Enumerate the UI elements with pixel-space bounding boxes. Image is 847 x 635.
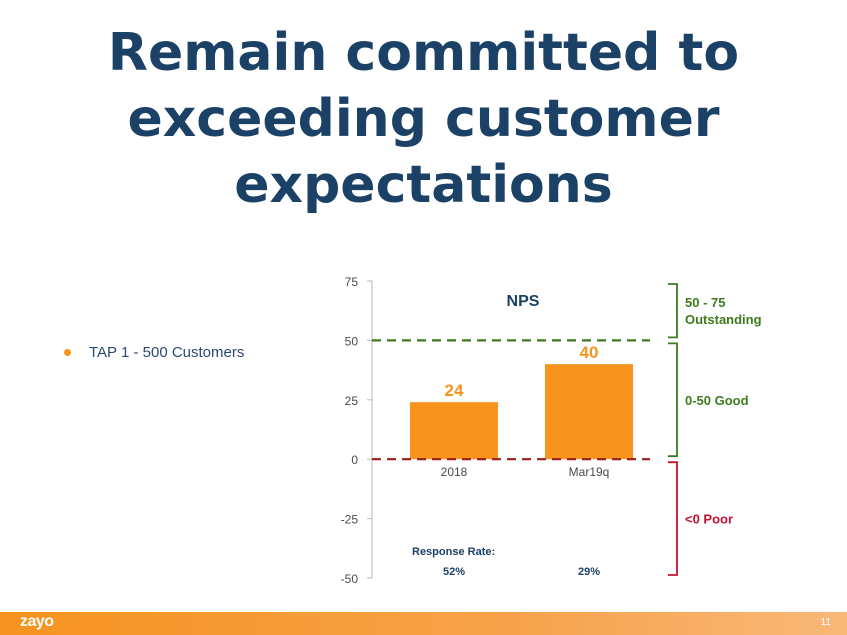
page-number: 11 xyxy=(820,617,831,628)
x-category-label: Mar19q xyxy=(569,465,610,479)
bar-value-label: 40 xyxy=(580,343,599,362)
response-rate-label: Response Rate: xyxy=(412,546,495,558)
band-label: 0-50 Good xyxy=(685,393,749,408)
band-bracket-0 xyxy=(668,283,678,339)
response-rate-value: 52% xyxy=(443,566,465,578)
title-line-1: Remain committed to xyxy=(107,23,740,83)
band-bracket-2 xyxy=(668,461,678,576)
y-tick-label: 50 xyxy=(345,334,359,348)
y-tick-label: 75 xyxy=(345,275,359,289)
y-tick-label: 0 xyxy=(351,453,358,467)
band-bracket-1 xyxy=(668,342,678,458)
bar-value-label: 24 xyxy=(445,381,464,400)
band-label: <0 Poor xyxy=(685,512,733,527)
y-tick-label: -25 xyxy=(341,513,359,527)
band-label: 50 - 75 xyxy=(685,295,725,310)
bullet-text: TAP 1 - 500 Customers xyxy=(89,344,245,361)
bullet-item: TAP 1 - 500 Customers xyxy=(64,344,244,361)
footer-bar: zayo 11 xyxy=(0,612,847,635)
x-category-label: 2018 xyxy=(441,465,468,479)
nps-chart: 75 50 25 0 -25 -50 NPS 24 2018 40 Mar19q 50 - 75 Out… xyxy=(341,275,762,586)
zayo-logo: zayo xyxy=(20,613,54,630)
bullet-dot-icon xyxy=(64,349,71,356)
title-line-3: expectations xyxy=(234,155,613,215)
bar-mar19q xyxy=(545,364,633,460)
y-tick-label: -50 xyxy=(341,572,359,586)
response-rate-value: 29% xyxy=(578,566,600,578)
bar-2018 xyxy=(410,402,498,460)
band-label: Outstanding xyxy=(685,312,762,327)
y-tick-label: 25 xyxy=(345,394,359,408)
title-line-2: exceeding customer xyxy=(127,89,720,149)
chart-title: NPS xyxy=(507,293,540,310)
slide-title: Remain committed to exceeding customer e… xyxy=(0,20,847,218)
